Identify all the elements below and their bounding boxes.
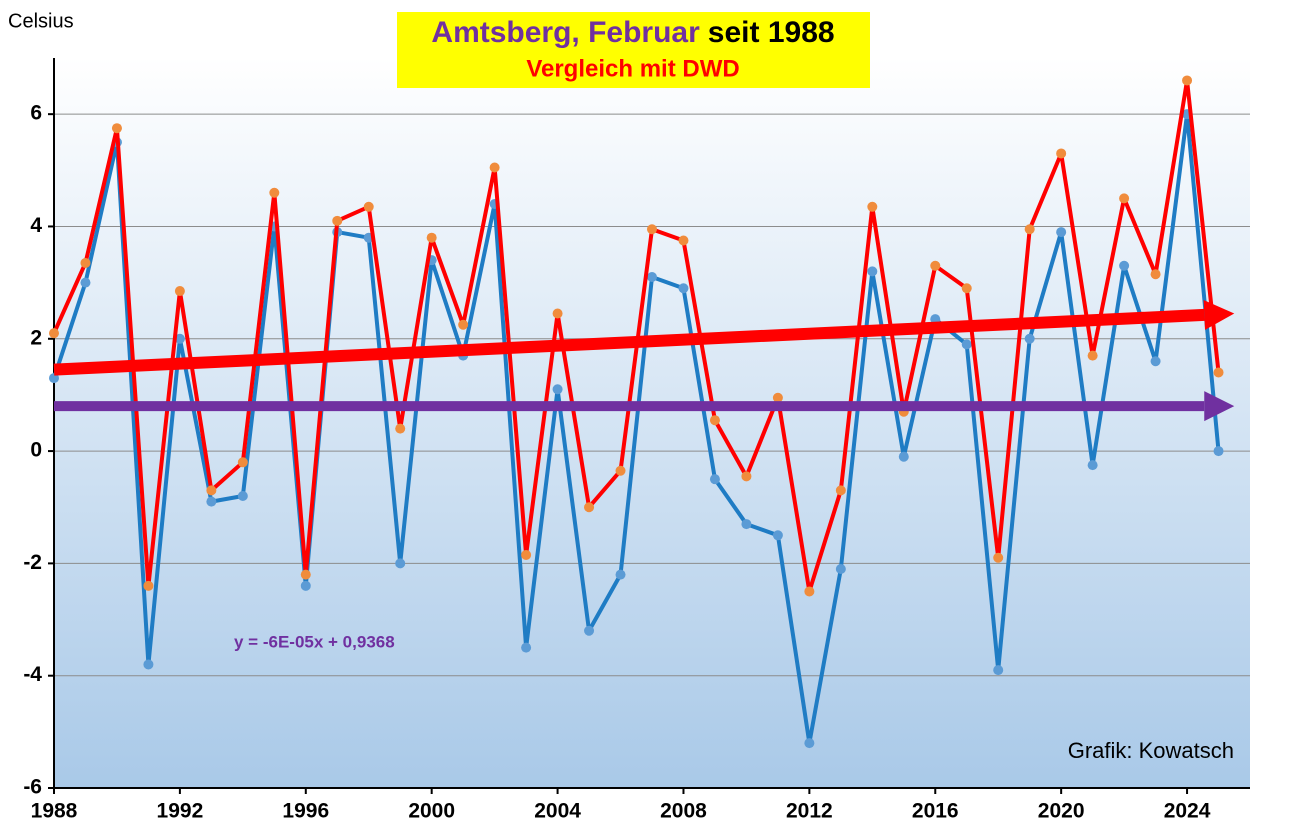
data-point [678, 235, 689, 246]
data-point [521, 642, 532, 653]
x-tick-label: 2008 [660, 800, 707, 823]
data-point [993, 665, 1004, 676]
y-tick-label: 2 [30, 326, 42, 349]
subtitle: Vergleich mit DWD [526, 55, 739, 82]
data-point [993, 552, 1004, 563]
data-point [1213, 367, 1224, 378]
x-tick-label: 2004 [534, 800, 581, 823]
data-point [49, 373, 59, 384]
data-point [961, 339, 972, 350]
x-tick-label: 1988 [31, 800, 78, 823]
data-point [1024, 224, 1035, 235]
data-point [1087, 350, 1098, 361]
data-point [206, 485, 217, 496]
data-point [237, 457, 248, 468]
data-point [647, 224, 657, 235]
data-point [1087, 460, 1098, 471]
data-point [395, 423, 406, 434]
title-main: Amtsberg, Februar [431, 16, 700, 49]
data-point [678, 283, 689, 294]
data-point [1119, 193, 1130, 204]
data-point [835, 564, 846, 574]
title-suffix: seit 1988 [708, 16, 835, 49]
data-point [804, 738, 815, 749]
x-tick-label: 2020 [1038, 800, 1085, 823]
data-point [521, 549, 532, 560]
y-tick-label: -2 [23, 551, 42, 574]
x-tick-label: 1996 [282, 800, 329, 823]
data-point [395, 558, 406, 569]
data-point [930, 260, 941, 271]
data-point [269, 187, 280, 198]
data-point [741, 471, 752, 482]
y-tick-label: 6 [30, 102, 42, 125]
data-point [615, 465, 626, 476]
y-tick-label: 4 [30, 214, 42, 237]
y-tick-label: 0 [30, 439, 42, 462]
data-point [237, 491, 248, 501]
data-point [174, 286, 185, 297]
data-point [867, 266, 878, 277]
data-point [300, 580, 311, 591]
data-point [80, 257, 91, 268]
credit: Grafik: Kowatsch [1068, 738, 1234, 763]
data-point [49, 328, 59, 339]
x-tick-label: 2000 [408, 800, 455, 823]
trend-equation: y = -6E-05x + 0,9368 [234, 632, 395, 651]
data-point [552, 308, 563, 319]
data-point [835, 485, 846, 496]
data-point [804, 586, 815, 597]
data-point [426, 232, 437, 243]
data-point [898, 451, 909, 462]
data-point [458, 319, 469, 330]
x-tick-label: 2016 [912, 800, 959, 823]
data-point [867, 201, 878, 212]
data-point [1150, 269, 1161, 280]
data-point [300, 569, 311, 580]
data-point [489, 162, 500, 173]
data-point [1213, 446, 1224, 457]
data-point [709, 474, 720, 485]
y-tick-label: -4 [23, 663, 42, 686]
title-box [397, 12, 870, 88]
data-point [552, 384, 563, 395]
data-point [1150, 356, 1161, 367]
x-tick-label: 2012 [786, 800, 833, 823]
data-point [584, 502, 595, 513]
data-point [1119, 260, 1130, 271]
data-point [80, 277, 91, 288]
data-point [647, 272, 657, 282]
data-point [363, 201, 374, 212]
arrow-head [1204, 391, 1235, 422]
data-point [1182, 75, 1193, 86]
data-point [1056, 227, 1067, 238]
data-point [143, 659, 154, 670]
data-point [772, 530, 783, 541]
data-point [143, 580, 154, 591]
data-point [961, 283, 972, 294]
chart-title: Amtsberg, Februar seit 1988 [431, 16, 834, 49]
plot-area [54, 58, 1250, 788]
x-tick-label: 2024 [1164, 800, 1211, 823]
y-tick-label: -6 [23, 776, 42, 799]
series-line [52, 78, 1221, 594]
data-point [1056, 148, 1067, 159]
data-point [772, 392, 783, 403]
data-point [1024, 333, 1035, 344]
series-line [52, 112, 1221, 746]
data-point [741, 519, 752, 530]
y-axis-label: Celsius [8, 10, 74, 32]
data-point [332, 215, 343, 226]
data-point [111, 123, 122, 134]
data-point [206, 496, 217, 507]
arrow-head [1203, 299, 1235, 330]
data-point [584, 625, 595, 636]
data-point [709, 415, 720, 426]
trend-arrow [53, 308, 1205, 376]
data-point [174, 333, 185, 344]
x-tick-label: 1992 [157, 800, 204, 823]
data-point [615, 569, 626, 580]
